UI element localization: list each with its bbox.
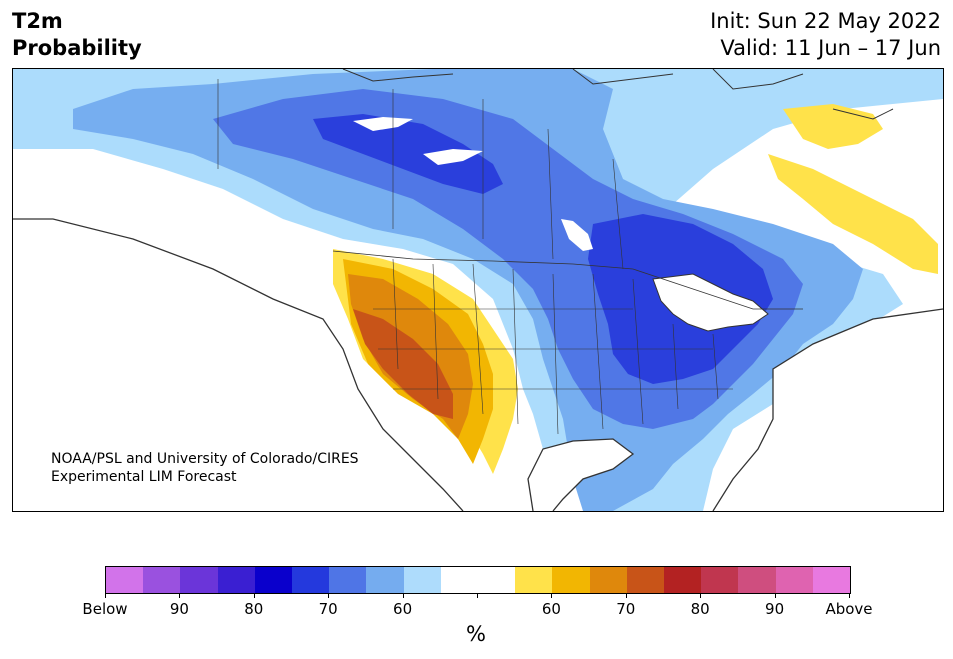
great-lakes (652, 273, 769, 332)
legend-tick (179, 593, 181, 598)
legend-tick-label: 80 (244, 600, 264, 618)
legend-swatch (552, 567, 590, 593)
legend-swatch (440, 567, 479, 593)
legend-swatch (366, 567, 404, 593)
legend-tick (105, 593, 106, 598)
legend-swatch (180, 567, 218, 593)
legend-tick-label: Below (82, 600, 128, 618)
legend-tick (849, 593, 850, 598)
legend-swatch (515, 567, 553, 593)
legend-tick (700, 593, 702, 598)
legend-tick (477, 593, 478, 598)
great-slave-lake (423, 149, 483, 165)
state-lines (373, 258, 733, 435)
arctic-islands (342, 69, 894, 120)
warm-strong-region (353, 309, 453, 419)
init-date: Init: Sun 22 May 2022 (710, 9, 941, 33)
cold-strong-region-north (313, 114, 503, 194)
map-svg (13, 69, 943, 511)
legend-tick (625, 593, 627, 598)
credit-text: NOAA/PSL and University of Colorado/CIRE… (51, 450, 359, 486)
legend-tick (328, 593, 330, 598)
legend-tick-label: 70 (616, 600, 636, 618)
canada-province-lines (217, 79, 624, 270)
title-variable: T2m (12, 9, 63, 33)
legend-tick (774, 593, 776, 598)
labrador-warm-patch (783, 104, 883, 149)
legend-tick-label: Above (825, 600, 873, 618)
legend-swatch (106, 567, 144, 593)
title-type: Probability (12, 36, 142, 60)
legend-tick-label: 80 (690, 600, 710, 618)
atlantic-ocean (713, 309, 943, 511)
legend-tick (402, 593, 404, 598)
valid-range: Valid: 11 Jun – 17 Jun (720, 36, 941, 60)
legend-units: % (466, 622, 486, 646)
legend-tick-label: 90 (765, 600, 785, 618)
great-bear-lake (353, 117, 413, 131)
forecast-dates: Init: Sun 22 May 2022 Valid: 11 Jun – 17… (710, 8, 941, 62)
map-title: T2m Probability (12, 8, 142, 62)
legend-swatch (589, 567, 627, 593)
legend-swatch (403, 567, 441, 593)
legend-tick-labels: Below 90 80 70 60 60 70 80 90 Above (82, 600, 872, 618)
quebec-warm-patch (768, 154, 938, 274)
legend-swatch (254, 567, 293, 593)
legend-tick-label: 60 (541, 600, 561, 618)
lake-winnipeg (561, 219, 593, 251)
credit-line-2: Experimental LIM Forecast (51, 469, 237, 485)
legend-swatch (775, 567, 813, 593)
gulf-of-mexico (528, 439, 633, 511)
legend-swatch (664, 567, 702, 593)
legend-tick-label: 60 (393, 600, 413, 618)
legend-swatch (626, 567, 665, 593)
legend-swatch (292, 567, 330, 593)
legend-swatch (329, 567, 367, 593)
legend-swatch (478, 567, 516, 593)
legend-tick-label: 90 (169, 600, 189, 618)
credit-line-1: NOAA/PSL and University of Colorado/CIRE… (51, 451, 359, 467)
legend-ticks (105, 593, 851, 603)
legend-swatch (701, 567, 739, 593)
legend-tick-label: 70 (318, 600, 338, 618)
coastline (13, 218, 943, 511)
legend-swatch (738, 567, 776, 593)
pacific-ocean (13, 219, 463, 511)
legend-swatch (143, 567, 181, 593)
legend-colorbar (105, 566, 851, 594)
probability-map: NOAA/PSL and University of Colorado/CIRE… (12, 68, 944, 512)
legend-swatch (812, 567, 851, 593)
legend-tick (253, 593, 255, 598)
us-canada-border (332, 250, 803, 310)
legend-tick (551, 593, 553, 598)
legend-swatch (217, 567, 255, 593)
